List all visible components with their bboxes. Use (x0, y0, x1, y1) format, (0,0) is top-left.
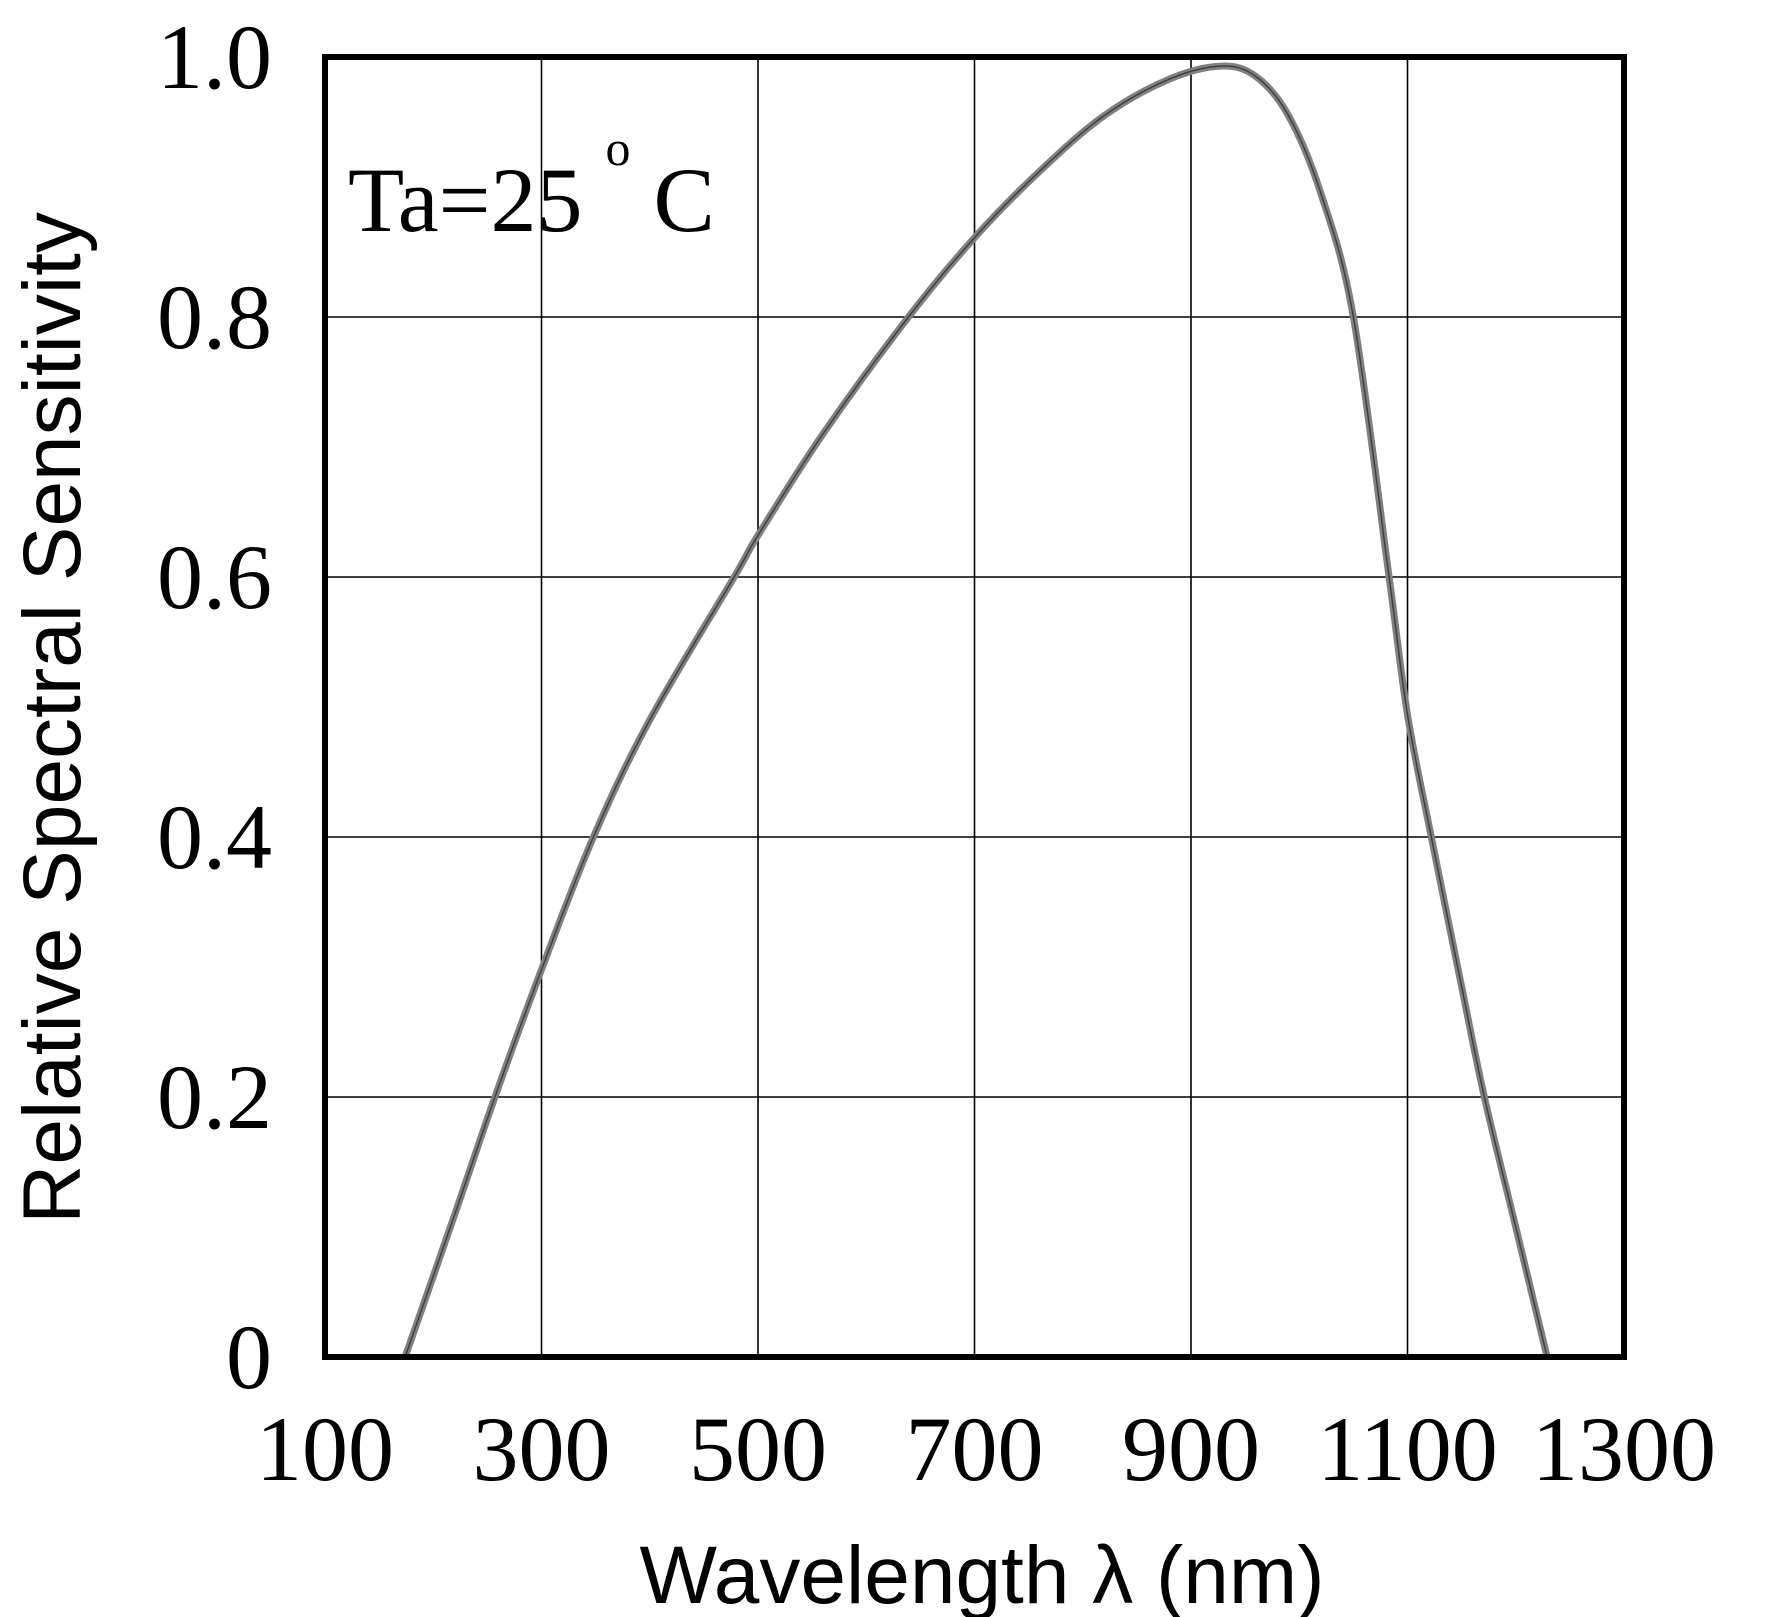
degree-superscript: o (606, 120, 631, 176)
temperature-annotation: Ta=25 o C (348, 83, 715, 251)
sensitivity-curve (401, 62, 1551, 1359)
annotation-text: Ta=25 (348, 149, 583, 251)
y-axis-title: Relative Spectral Sensitivity (7, 212, 98, 1224)
x-tick-label: 1300 (1532, 1398, 1716, 1500)
x-axis-title: Wavelength λ (nm) (639, 1530, 1324, 1617)
x-tick-label: 900 (1122, 1398, 1260, 1500)
plot-frame (322, 54, 1627, 1360)
y-tick-label: 0.6 (157, 526, 272, 628)
x-tick-label: 1100 (1317, 1398, 1498, 1500)
y-axis-tick-labels: 0 0.2 0.4 0.6 0.8 1.0 (157, 6, 272, 1408)
curve-core (404, 65, 1548, 1358)
x-tick-label: 500 (689, 1398, 827, 1500)
grid-lines (325, 57, 1624, 1357)
curve-outline (401, 62, 1551, 1359)
annotation-unit: C (654, 149, 715, 251)
y-tick-label: 0.8 (157, 266, 272, 368)
x-tick-label: 700 (906, 1398, 1044, 1500)
y-tick-label: 0.2 (157, 1046, 272, 1148)
y-tick-label: 0 (226, 1306, 272, 1408)
x-axis-tick-labels: 100 300 500 700 900 1100 1300 (256, 1398, 1716, 1500)
y-tick-label: 1.0 (157, 6, 272, 108)
x-tick-label: 300 (473, 1398, 611, 1500)
y-tick-label: 0.4 (157, 786, 272, 888)
x-tick-label: 100 (256, 1398, 394, 1500)
